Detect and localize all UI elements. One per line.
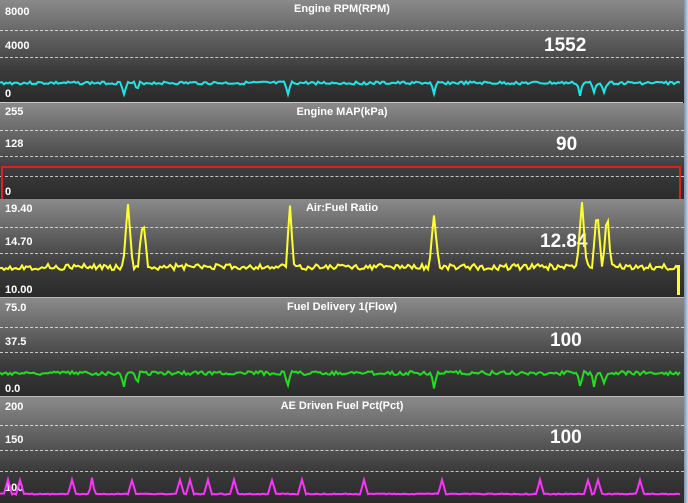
afr-trace bbox=[0, 202, 681, 273]
axis-max-label: 8000 bbox=[5, 6, 30, 18]
panel-title: AE Driven Fuel Pct(Pct) bbox=[280, 400, 404, 412]
axis-min-label: 0 bbox=[5, 186, 12, 198]
map-selection-highlight[interactable] bbox=[1, 166, 681, 201]
current-value: 90 bbox=[556, 134, 578, 155]
gridline bbox=[0, 156, 684, 157]
gridline bbox=[0, 450, 684, 451]
panel-air-fuel-ratio[interactable]: Air:Fuel Ratio 19.40 14.70 10.00 12.84 bbox=[0, 199, 684, 297]
axis-min-label: 0 bbox=[5, 88, 12, 100]
panel-divider bbox=[0, 396, 684, 397]
panel-engine-rpm[interactable]: Engine RPM(RPM) 8000 4000 0 1552 bbox=[0, 0, 684, 102]
gridline bbox=[0, 352, 684, 353]
panel-ae-driven-fuel[interactable]: AE Driven Fuel Pct(Pct) 200 150 100 100 bbox=[0, 397, 684, 503]
panel-divider bbox=[0, 102, 683, 103]
gridline bbox=[0, 227, 684, 228]
ae-fuel-trace bbox=[0, 475, 681, 496]
gridline bbox=[0, 327, 684, 328]
gridline bbox=[0, 30, 684, 31]
gridline bbox=[0, 57, 684, 58]
panel-title: Air:Fuel Ratio bbox=[305, 202, 379, 214]
axis-mid-label: 14.70 bbox=[5, 236, 33, 248]
panel-title: Fuel Delivery 1(Flow) bbox=[286, 301, 398, 313]
gridline bbox=[0, 176, 684, 177]
panel-fuel-delivery[interactable]: Fuel Delivery 1(Flow) 75.0 37.5 0.0 100 bbox=[0, 298, 684, 396]
rpm-trace bbox=[0, 79, 681, 99]
gridline bbox=[0, 130, 684, 131]
axis-max-label: 19.40 bbox=[5, 203, 33, 215]
axis-max-label: 200 bbox=[5, 401, 24, 413]
axis-mid-label: 150 bbox=[5, 434, 24, 446]
panel-title: Engine MAP(kPa) bbox=[296, 106, 388, 118]
panel-title: Engine RPM(RPM) bbox=[294, 3, 390, 15]
afr-level-marker bbox=[677, 265, 680, 295]
gridline bbox=[0, 471, 684, 472]
panel-engine-map[interactable]: Engine MAP(kPa) 255 128 0 90 bbox=[0, 103, 684, 201]
axis-min-label: 10.00 bbox=[5, 284, 33, 296]
gridline bbox=[0, 253, 684, 254]
axis-max-label: 255 bbox=[5, 106, 24, 118]
axis-mid-label: 37.5 bbox=[5, 336, 27, 348]
current-value: 100 bbox=[550, 330, 582, 351]
axis-mid-label: 128 bbox=[5, 138, 24, 150]
panel-divider bbox=[0, 297, 684, 298]
fuel-delivery-trace bbox=[0, 369, 681, 389]
axis-min-label: 0.0 bbox=[5, 383, 21, 395]
current-value: 100 bbox=[550, 427, 582, 448]
current-value: 12.84 bbox=[540, 231, 588, 252]
current-value: 1552 bbox=[544, 35, 587, 56]
axis-mid-label: 4000 bbox=[5, 40, 30, 52]
gridline bbox=[0, 425, 684, 426]
window-right-border bbox=[684, 0, 688, 503]
axis-max-label: 75.0 bbox=[5, 302, 27, 314]
